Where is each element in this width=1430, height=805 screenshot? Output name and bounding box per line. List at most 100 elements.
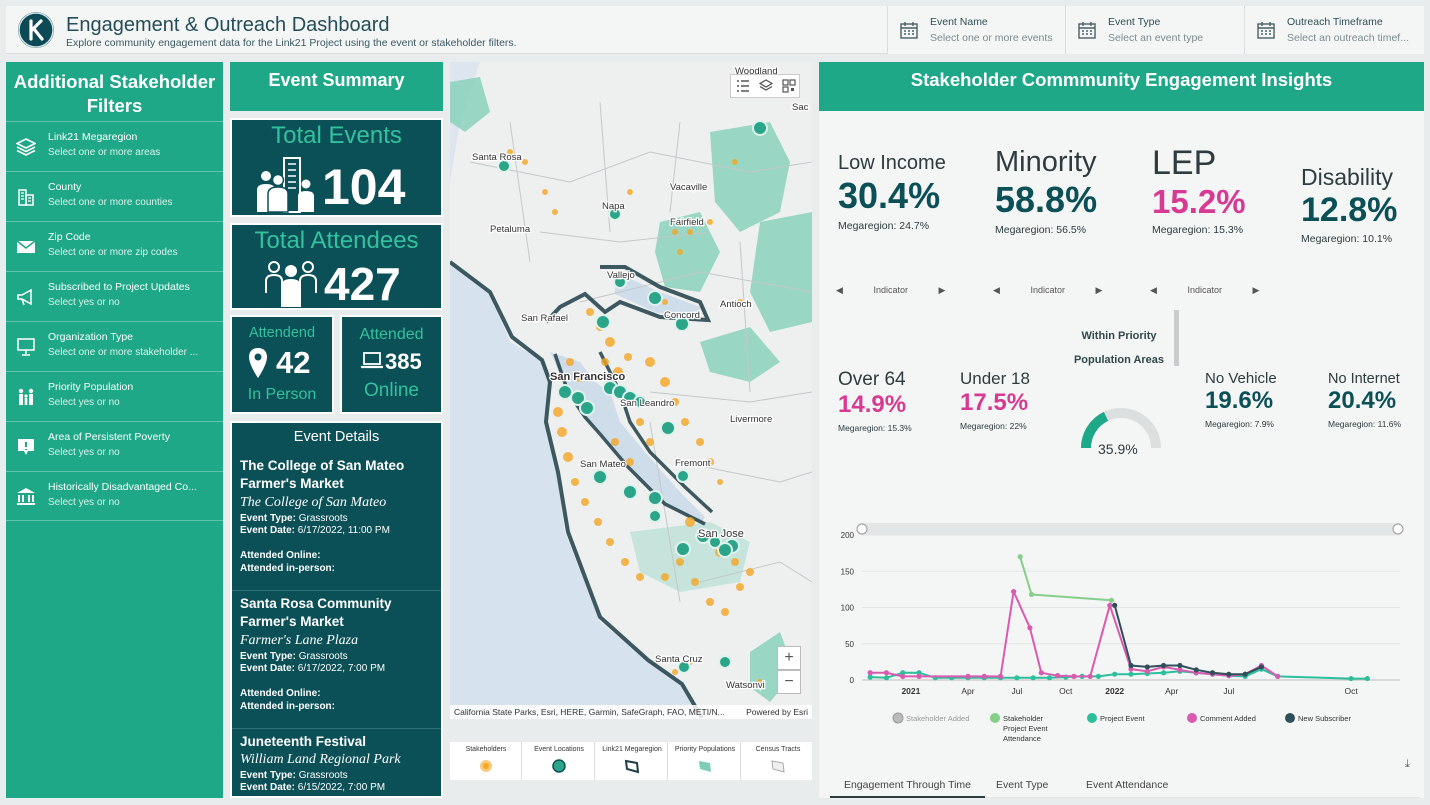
next-arrow-icon[interactable]: ▶ xyxy=(1252,285,1260,295)
tab-event-attendance[interactable]: Event Attendance xyxy=(1086,779,1169,791)
series-point[interactable] xyxy=(981,673,987,679)
indicator-nav[interactable]: ◀ Indicator ▶ xyxy=(836,285,945,296)
series-point[interactable] xyxy=(1017,554,1023,560)
series-point[interactable] xyxy=(965,673,971,679)
series-point[interactable] xyxy=(1112,671,1118,677)
series-point[interactable] xyxy=(1028,591,1035,598)
sidebar-filter-item[interactable]: Zip Code Select one or more zip codes xyxy=(6,221,223,271)
tab-event-type[interactable]: Event Type xyxy=(996,779,1049,791)
download-icon[interactable]: ⤓ xyxy=(1405,758,1410,770)
legend-label[interactable]: Stakeholder xyxy=(1003,714,1044,723)
sidebar-filter-item[interactable]: Subscribed to Project Updates Select yes … xyxy=(6,271,223,321)
series-point[interactable] xyxy=(867,670,873,676)
series-point[interactable] xyxy=(883,670,890,676)
series-point[interactable] xyxy=(1193,667,1199,673)
legend-swatch[interactable] xyxy=(1187,713,1197,723)
event-details-panel[interactable]: Event Details The College of San Mateo F… xyxy=(230,421,443,798)
event-map[interactable]: Woodland Sac Santa Rosa Vacaville Napa F… xyxy=(450,62,812,718)
series-point[interactable] xyxy=(1046,675,1053,681)
legend-swatch[interactable] xyxy=(990,713,1000,723)
legend-label[interactable]: Stakeholder Added xyxy=(906,714,969,723)
series-point[interactable] xyxy=(1128,662,1134,669)
tab-engagement-through-time[interactable]: Engagement Through Time xyxy=(830,772,985,798)
sidebar-filter-item[interactable]: Historically Disadvantaged Co... Select y… xyxy=(6,471,223,521)
map-canvas[interactable]: Woodland Sac Santa Rosa Vacaville Napa F… xyxy=(450,62,812,718)
next-arrow-icon[interactable]: ▶ xyxy=(938,285,946,295)
series-point[interactable] xyxy=(1242,671,1248,677)
series-point[interactable] xyxy=(1275,673,1281,679)
series-point[interactable] xyxy=(1177,662,1183,669)
legend-swatch[interactable] xyxy=(892,712,904,724)
legend-priority-populations[interactable]: Priority Populations xyxy=(669,742,741,780)
event-list-item[interactable]: The College of San Mateo Farmer's Market… xyxy=(232,457,441,591)
powered-by-esri-link[interactable]: Powered by Esri xyxy=(746,707,808,717)
series-point[interactable] xyxy=(1128,666,1134,672)
series-point[interactable] xyxy=(883,675,890,681)
series-point[interactable] xyxy=(1038,670,1044,676)
series-point[interactable] xyxy=(1112,602,1118,608)
series-point[interactable] xyxy=(916,673,922,679)
series-point[interactable] xyxy=(1071,673,1077,679)
event-name-filter[interactable]: Event Name Select one or more events xyxy=(887,6,1065,54)
time-range-slider[interactable] xyxy=(860,523,1400,535)
legend-census-tracts[interactable]: Census Tracts xyxy=(742,742,812,780)
series-point[interactable] xyxy=(1128,671,1134,677)
indicator-nav[interactable]: ◀ Indicator ▶ xyxy=(1150,285,1259,296)
legend-list-icon[interactable] xyxy=(736,79,750,93)
event-list-item[interactable]: Santa Rosa Community Farmer's Market Far… xyxy=(232,595,441,729)
series-point[interactable] xyxy=(1161,670,1167,676)
legend-label[interactable]: Attendance xyxy=(1003,734,1041,743)
qr-code-icon[interactable] xyxy=(782,79,796,93)
legend-link21-megaregion[interactable]: Link21 Megaregion xyxy=(596,742,668,780)
event-type-filter[interactable]: Event Type Select an event type xyxy=(1065,6,1244,54)
series-point[interactable] xyxy=(1144,668,1150,674)
series-point[interactable] xyxy=(1258,664,1265,670)
scrollbar-thumb[interactable] xyxy=(1174,310,1179,366)
series-point[interactable] xyxy=(1011,588,1017,595)
series-point[interactable] xyxy=(1226,671,1232,677)
prev-arrow-icon[interactable]: ◀ xyxy=(993,285,1000,295)
legend-label[interactable]: Comment Added xyxy=(1200,714,1256,723)
series-point[interactable] xyxy=(1027,625,1033,631)
sidebar-filter-item[interactable]: Organization Type Select one or more stak… xyxy=(6,321,223,371)
series-point[interactable] xyxy=(1364,675,1370,682)
layers-icon[interactable] xyxy=(759,79,773,93)
series-point[interactable] xyxy=(1108,597,1115,603)
indicator-nav[interactable]: ◀ Indicator ▶ xyxy=(993,285,1102,296)
event-list-item[interactable]: Juneteenth Festival William Land Regiona… xyxy=(232,733,441,796)
outreach-timeframe-filter[interactable]: Outreach Timeframe Select an outreach ti… xyxy=(1244,6,1424,54)
sidebar-filter-item[interactable]: Link21 Megaregion Select one or more area… xyxy=(6,121,223,171)
legend-event-locations[interactable]: Event Locations xyxy=(523,742,595,780)
series-point[interactable] xyxy=(1055,673,1061,679)
series-point[interactable] xyxy=(900,670,906,676)
legend-swatch[interactable] xyxy=(1285,713,1295,723)
series-point[interactable] xyxy=(1144,664,1150,670)
series-point[interactable] xyxy=(1095,673,1101,679)
next-arrow-icon[interactable]: ▶ xyxy=(1095,285,1103,295)
sidebar-filter-item[interactable]: County Select one or more counties xyxy=(6,171,223,221)
legend-label[interactable]: Project Event xyxy=(1100,714,1146,723)
series-point[interactable] xyxy=(1348,675,1354,682)
zoom-out-button[interactable]: − xyxy=(777,670,801,694)
series-point[interactable] xyxy=(1087,673,1093,679)
slider-handle-end[interactable] xyxy=(1392,523,1404,535)
sidebar-filter-item[interactable]: Area of Persistent Poverty Select yes or … xyxy=(6,421,223,471)
legend-stakeholders[interactable]: Stakeholders xyxy=(450,742,522,780)
legend-label[interactable]: New Subscriber xyxy=(1298,714,1351,723)
prev-arrow-icon[interactable]: ◀ xyxy=(836,285,843,295)
prev-arrow-icon[interactable]: ◀ xyxy=(1150,285,1157,295)
series-point[interactable] xyxy=(916,670,922,676)
sidebar-filter-item[interactable]: Priority Population Select yes or no xyxy=(6,371,223,421)
series-point[interactable] xyxy=(1161,662,1167,669)
legend-label[interactable]: Project Event xyxy=(1003,724,1049,733)
engagement-line-chart[interactable]: 0 50 100 150 200 2021 Apr Jul Oct 2022 Apr Jul Oct S… xyxy=(830,518,1420,748)
series-point[interactable] xyxy=(1209,670,1216,676)
series-point[interactable] xyxy=(997,673,1004,679)
series-point[interactable] xyxy=(900,673,906,679)
legend-swatch[interactable] xyxy=(1087,713,1097,723)
zoom-in-button[interactable]: + xyxy=(777,646,801,670)
series-point[interactable] xyxy=(1030,675,1036,681)
series-point[interactable] xyxy=(1107,602,1113,608)
series-point[interactable] xyxy=(1014,675,1020,681)
series-point[interactable] xyxy=(867,674,873,680)
